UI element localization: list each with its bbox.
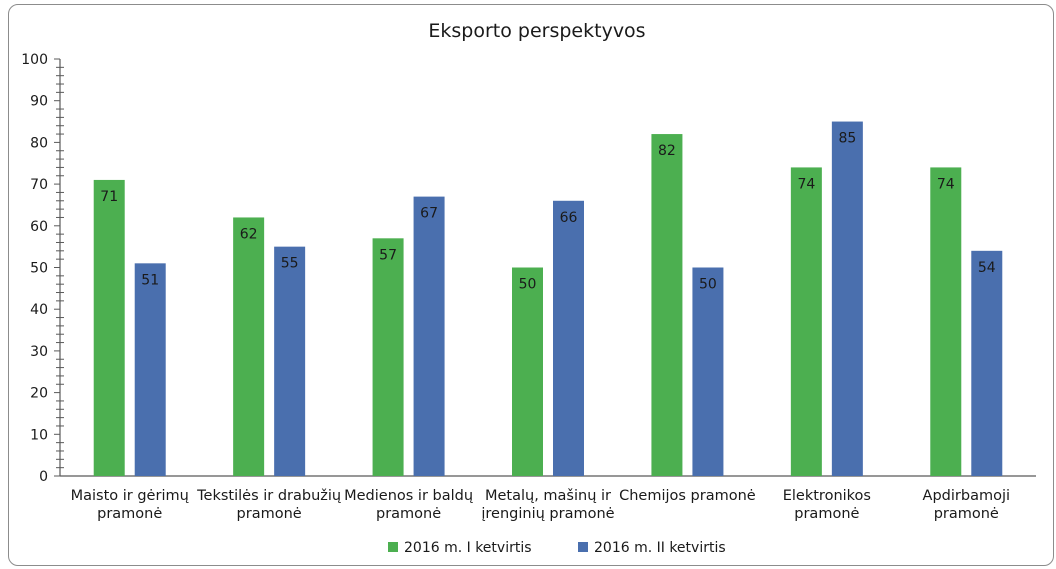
y-tick-label: 50 (30, 261, 48, 277)
x-category-label: Maisto ir gėrimų (71, 488, 189, 504)
x-category-label: Tekstilės ir drabužių (196, 488, 341, 504)
bars: 71 51 62 55 57 67 50 66 82 50 74 85 74 54 (93, 121, 1003, 477)
bar (274, 246, 306, 476)
data-label: 51 (141, 272, 159, 288)
x-axis-labels: Maisto ir gėrimų pramonė Tekstilės ir drab… (71, 488, 1010, 522)
x-category-label: pramonė (794, 506, 859, 522)
bar (233, 217, 265, 476)
y-tick-label: 90 (30, 94, 48, 110)
bar (372, 238, 404, 476)
bar (790, 167, 822, 477)
bar (512, 267, 543, 476)
bar (134, 263, 166, 476)
x-category-label: pramonė (237, 506, 302, 522)
legend-label: 2016 m. I ketvirtis (404, 540, 532, 556)
bar (971, 250, 1003, 476)
bar (553, 200, 584, 476)
x-category-label: įrenginių pramonė (481, 506, 614, 522)
y-tick-label: 30 (30, 344, 48, 360)
data-label: 54 (978, 260, 996, 276)
x-category-label: pramonė (934, 506, 999, 522)
y-tick-label: 100 (21, 52, 48, 68)
bar (93, 179, 125, 476)
y-tick-label: 40 (30, 302, 48, 318)
bar (413, 196, 445, 477)
y-tick-label: 60 (30, 219, 48, 235)
data-label: 85 (838, 131, 856, 147)
data-label: 67 (420, 206, 438, 222)
data-label: 82 (658, 143, 676, 159)
data-label: 62 (240, 226, 258, 242)
data-label: 66 (560, 210, 578, 226)
data-label: 50 (519, 277, 537, 293)
legend-swatch (578, 542, 588, 552)
legend-label: 2016 m. II ketvirtis (594, 540, 726, 556)
data-label: 57 (379, 247, 397, 263)
x-category-label: Apdirbamoji (923, 488, 1010, 504)
chart-title: Eksporto perspektyvos (428, 20, 645, 42)
legend: 2016 m. I ketvirtis 2016 m. II ketvirtis (388, 540, 726, 556)
y-axis: 0 10 20 30 40 50 60 70 80 90 100 (21, 52, 1036, 485)
y-tick-label: 70 (30, 177, 48, 193)
x-category-label: Chemijos pramonė (619, 488, 756, 504)
x-category-label: Medienos ir baldų (344, 488, 473, 504)
data-label: 50 (699, 277, 717, 293)
x-category-label: pramonė (97, 506, 162, 522)
y-tick-label: 80 (30, 135, 48, 151)
data-label: 74 (937, 176, 955, 192)
bar (692, 267, 724, 476)
y-tick-label: 0 (39, 469, 48, 485)
y-tick-label: 20 (30, 386, 48, 402)
x-category-label: Metalų, mašinų ir (485, 488, 611, 504)
data-label: 74 (797, 176, 815, 192)
data-label: 55 (281, 256, 299, 272)
y-tick-label: 10 (30, 427, 48, 443)
data-label: 71 (100, 189, 118, 205)
bar (651, 134, 683, 476)
x-category-label: Elektronikos (783, 488, 871, 504)
x-category-label: pramonė (376, 506, 441, 522)
bar (831, 121, 863, 477)
bar (930, 167, 962, 477)
legend-swatch (388, 542, 398, 552)
